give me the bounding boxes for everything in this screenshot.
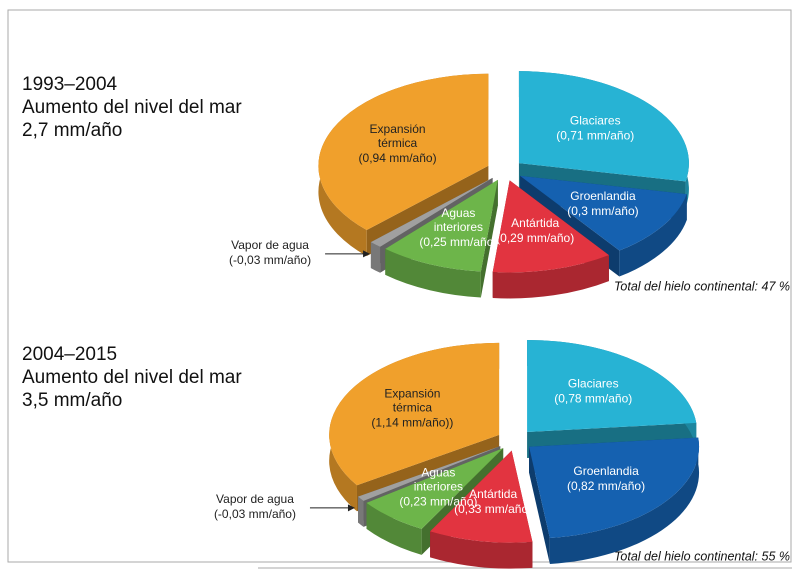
slice — [518, 71, 689, 182]
slice — [318, 73, 489, 231]
slice-label: Glaciares — [568, 377, 619, 391]
pie — [329, 339, 700, 569]
slice-label: Vapor de agua — [216, 492, 294, 506]
value-label: (1,14 mm/año)) — [371, 416, 453, 430]
slice-side — [549, 437, 700, 565]
slice-label: Expansión térmica — [370, 122, 426, 150]
slice-label: Vapor de agua — [231, 238, 309, 252]
slice — [385, 179, 498, 272]
slice-label: Groenlandia — [573, 464, 639, 478]
chart-title: 1993–2004 — [22, 74, 118, 95]
slice-label: Aguas interiores — [414, 466, 463, 494]
annotation: Total del hielo continental: 55 % — [614, 549, 790, 563]
slice — [370, 177, 493, 247]
slice-side — [480, 179, 498, 298]
slice — [520, 175, 687, 251]
chart-title: 2004–2015 — [22, 344, 117, 365]
slice-label: Glaciares — [570, 114, 621, 128]
chart-subtitle: Aumento del nivel del mar — [22, 367, 242, 388]
chart-subtitle: 3,5 mm/año — [22, 390, 122, 411]
value-label: (0,23 mm/año) — [399, 495, 477, 509]
slice-side — [430, 531, 533, 569]
chart-subtitle: Aumento del nivel del mar — [22, 97, 242, 118]
slice-side — [619, 194, 687, 277]
slice — [529, 437, 700, 539]
slice-label: Groenlandia — [570, 189, 636, 203]
slice — [366, 448, 504, 529]
slice-label: Aguas interiores — [434, 206, 483, 234]
slice — [430, 450, 533, 543]
slice-label: Antártida — [511, 216, 559, 230]
arrow-head — [347, 504, 355, 512]
slice — [358, 446, 501, 501]
slice-side — [370, 242, 381, 273]
slice-side — [358, 496, 364, 527]
slice-side — [385, 248, 481, 298]
value-label: (0,82 mm/año) — [567, 479, 645, 493]
value-label: (0,71 mm/año) — [556, 129, 634, 143]
value-label: (0,33 mm/año) — [454, 502, 532, 516]
slice — [492, 180, 609, 273]
value-label: (0,78 mm/año) — [554, 392, 632, 406]
arrow-head — [363, 250, 371, 258]
value-label: (-0,03 mm/año) — [214, 507, 296, 521]
slice — [329, 342, 500, 486]
frame — [7, 9, 792, 563]
slice-side — [492, 255, 609, 299]
value-label: (-0,03 mm/año) — [229, 253, 311, 267]
value-label: (0,25 mm/año) — [419, 235, 497, 249]
value-label: (0,29 mm/año) — [496, 231, 574, 245]
slice-side — [366, 502, 422, 555]
value-label: (0,3 mm/año) — [567, 204, 638, 218]
pie — [318, 71, 689, 299]
annotation: Total del hielo continental: 47 % — [614, 279, 790, 293]
slice-side — [529, 446, 550, 565]
slice-label: Antártida — [469, 487, 517, 501]
chart-subtitle: 2,7 mm/año — [22, 120, 122, 141]
slice — [527, 339, 697, 432]
value-label: (0,94 mm/año) — [359, 151, 437, 165]
slice-label: Expansión térmica — [384, 387, 440, 415]
